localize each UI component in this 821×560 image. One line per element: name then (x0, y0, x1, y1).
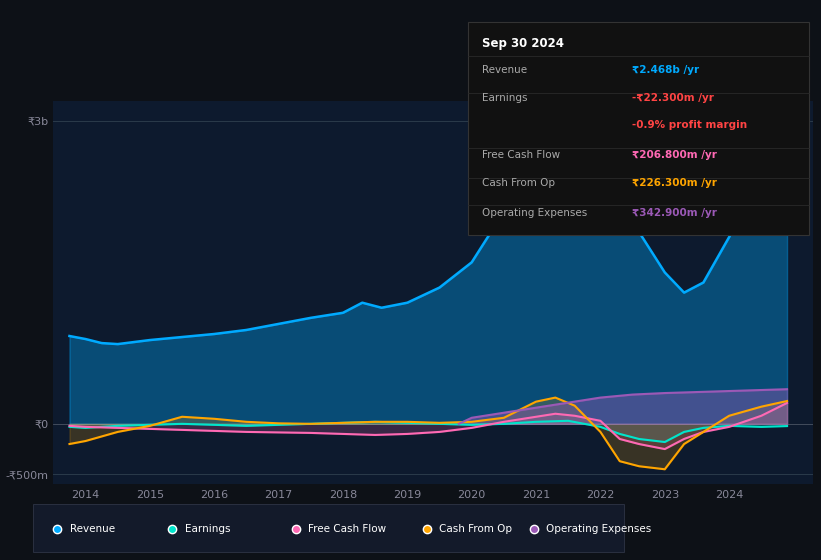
Text: Cash From Op: Cash From Op (439, 524, 512, 534)
Text: Cash From Op: Cash From Op (482, 178, 555, 188)
Text: -₹22.300m /yr: -₹22.300m /yr (631, 92, 713, 102)
Text: Earnings: Earnings (185, 524, 230, 534)
Text: Operating Expenses: Operating Expenses (482, 208, 587, 217)
Text: Free Cash Flow: Free Cash Flow (482, 150, 560, 160)
Text: Revenue: Revenue (70, 524, 115, 534)
Text: ₹226.300m /yr: ₹226.300m /yr (631, 178, 717, 188)
Text: Sep 30 2024: Sep 30 2024 (482, 38, 563, 50)
Text: ₹342.900m /yr: ₹342.900m /yr (631, 208, 717, 217)
Text: ₹2.468b /yr: ₹2.468b /yr (631, 65, 699, 75)
Text: -0.9% profit margin: -0.9% profit margin (631, 120, 746, 130)
Text: Revenue: Revenue (482, 65, 527, 75)
Text: ₹206.800m /yr: ₹206.800m /yr (631, 150, 717, 160)
Text: Free Cash Flow: Free Cash Flow (308, 524, 386, 534)
Text: Operating Expenses: Operating Expenses (546, 524, 651, 534)
Text: Earnings: Earnings (482, 92, 527, 102)
